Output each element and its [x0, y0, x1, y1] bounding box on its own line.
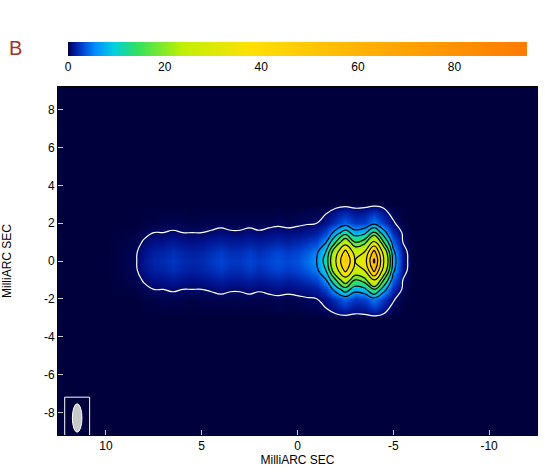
svg-text:-10: -10	[480, 439, 498, 453]
svg-text:60: 60	[351, 60, 365, 74]
svg-text:80: 80	[448, 60, 462, 74]
svg-text:5: 5	[198, 439, 205, 453]
svg-text:40: 40	[255, 60, 269, 74]
svg-text:4: 4	[48, 179, 55, 193]
svg-text:MilliARC SEC: MilliARC SEC	[260, 453, 334, 467]
svg-text:-5: -5	[388, 439, 399, 453]
svg-text:0: 0	[294, 439, 301, 453]
svg-text:-4: -4	[44, 330, 55, 344]
svg-text:2: 2	[48, 216, 55, 230]
svg-text:6: 6	[48, 141, 55, 155]
svg-text:0: 0	[48, 254, 55, 268]
svg-text:MilliARC SEC: MilliARC SEC	[0, 224, 14, 298]
svg-text:B: B	[9, 37, 22, 59]
svg-text:-2: -2	[44, 292, 55, 306]
svg-text:0: 0	[65, 60, 72, 74]
svg-text:-8: -8	[44, 406, 55, 420]
svg-text:10: 10	[99, 439, 113, 453]
svg-text:8: 8	[48, 103, 55, 117]
svg-text:-6: -6	[44, 368, 55, 382]
svg-text:20: 20	[158, 60, 172, 74]
